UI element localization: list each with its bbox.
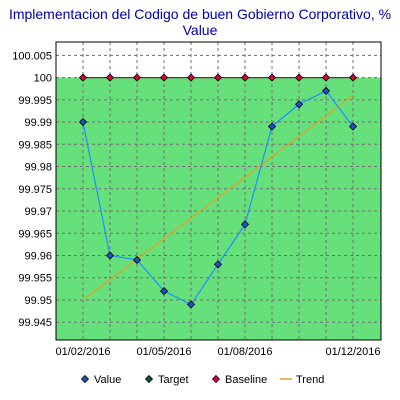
chart-title-line-2: Value	[182, 22, 218, 38]
y-tick-label: 99.95	[24, 295, 52, 307]
baseline-point	[213, 73, 223, 82]
baseline-point	[78, 73, 88, 82]
baseline-point	[348, 73, 358, 82]
chart-title: Implementacion del Codigo de buen Gobier…	[0, 6, 400, 38]
value-point	[267, 122, 277, 131]
value-point	[105, 251, 115, 260]
y-tick-label: 99.995	[18, 95, 52, 107]
x-tick-label: 01/05/2016	[136, 346, 191, 358]
value-point	[132, 255, 142, 265]
x-tick-label: 01/08/2016	[217, 346, 272, 358]
chart-title-line-1: Implementacion del Codigo de buen Gobier…	[8, 6, 392, 22]
y-tick-label: 100.005	[12, 50, 52, 62]
x-tick-label: 01/12/2016	[325, 346, 380, 358]
value-point	[294, 100, 304, 109]
y-tick-label: 99.965	[18, 228, 52, 240]
baseline-point	[294, 73, 304, 82]
y-tick-label: 99.945	[18, 317, 52, 329]
value-point	[240, 220, 250, 229]
legend-marker-baseline	[211, 374, 221, 384]
value-point	[186, 300, 196, 309]
legend-label-target: Target	[158, 374, 189, 386]
legend-label-baseline: Baseline	[225, 374, 267, 386]
value-point	[159, 287, 169, 296]
value-point	[321, 86, 331, 95]
legend-marker-value	[80, 374, 90, 384]
y-tick-label: 99.975	[18, 184, 52, 196]
baseline-point	[132, 73, 142, 82]
legend-label-trend: Trend	[296, 374, 324, 386]
baseline-point	[159, 73, 169, 82]
value-point	[78, 117, 88, 127]
y-tick-label: 99.98	[24, 162, 52, 174]
baseline-point	[240, 73, 250, 82]
plot-frame	[55, 41, 382, 341]
value-point	[348, 122, 358, 131]
x-tick-label: 01/02/2016	[55, 346, 110, 358]
y-tick-label: 99.96	[24, 250, 52, 262]
baseline-point	[105, 73, 115, 82]
value-point	[213, 260, 223, 269]
y-tick-label: 99.99	[24, 117, 52, 129]
legend-marker-target	[144, 374, 154, 384]
baseline-point	[321, 73, 331, 82]
plot-area-above-target	[56, 42, 381, 78]
legend-label-value: Value	[94, 374, 121, 386]
y-tick-label: 99.97	[24, 206, 52, 218]
y-tick-label: 100	[34, 73, 52, 85]
y-tick-label: 99.985	[18, 139, 52, 151]
baseline-point	[267, 73, 277, 82]
trend-series-line	[82, 94, 354, 301]
y-tick-label: 99.955	[18, 273, 52, 285]
baseline-point	[186, 73, 196, 82]
